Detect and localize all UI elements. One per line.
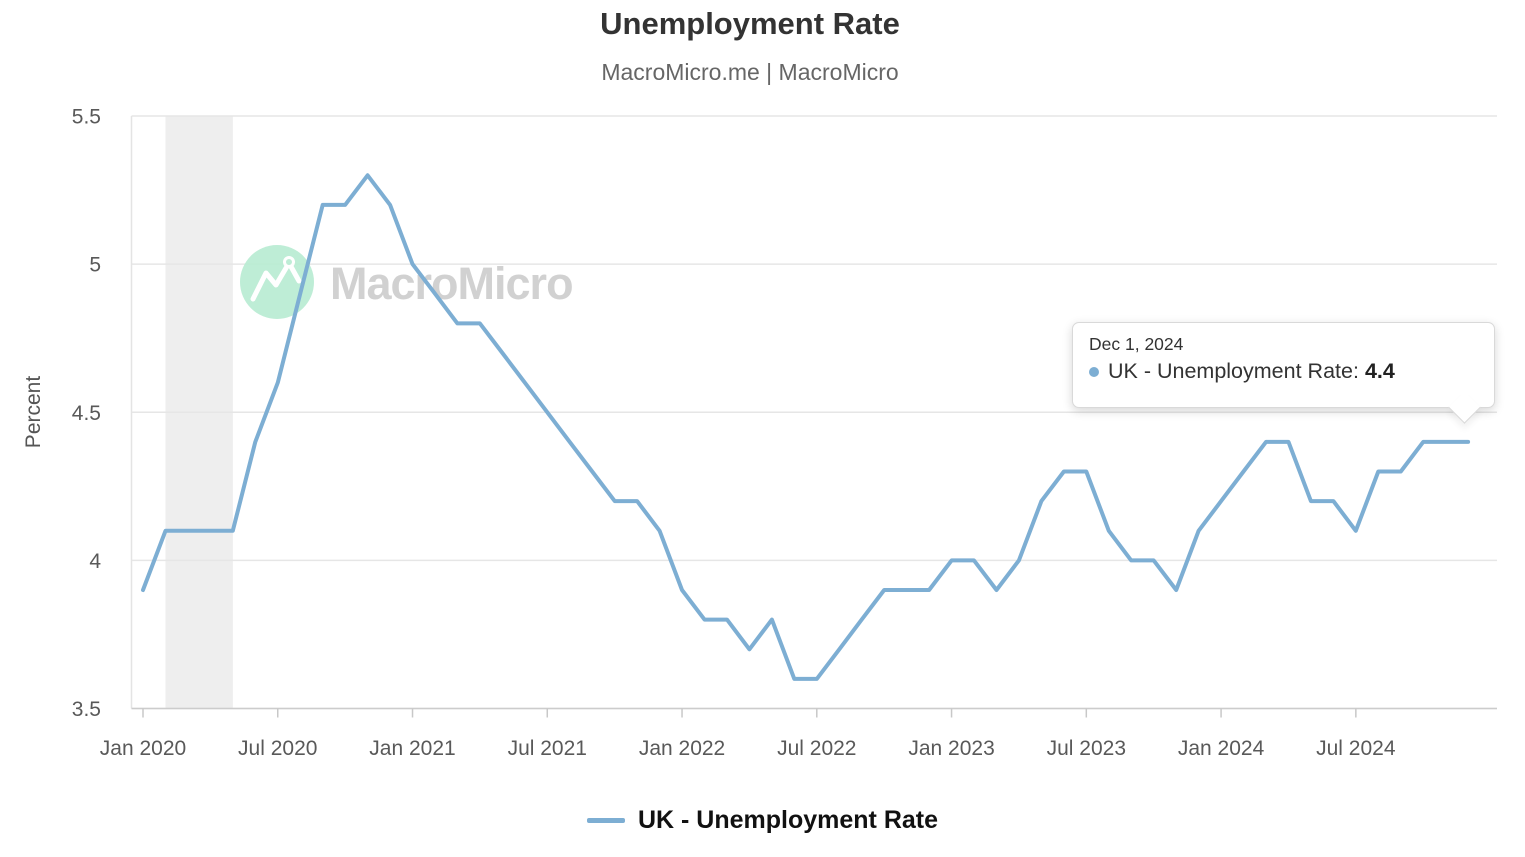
- series-line-uk-unemployment: [141, 173, 1471, 681]
- tooltip-series-row: UK - Unemployment Rate: 4.4: [1089, 359, 1478, 384]
- tooltip-series-label: UK - Unemployment Rate:: [1108, 359, 1359, 383]
- x-axis-tick-label: Jan 2021: [369, 737, 455, 760]
- macromicro-watermark: MacroMicro: [240, 245, 574, 319]
- y-axis-tick-label: 5.5: [72, 106, 101, 129]
- chart-series-layer: [141, 173, 1471, 681]
- watermark-logo-dot-icon: [283, 256, 295, 268]
- y-axis-tick-label: 3.5: [72, 698, 101, 721]
- y-axis-tick-label: 4: [89, 550, 101, 573]
- tooltip-date: Dec 1, 2024: [1089, 334, 1184, 354]
- x-axis-tick-label: Jul 2023: [1047, 737, 1126, 760]
- legend-series-label[interactable]: UK - Unemployment Rate: [637, 806, 939, 834]
- x-axis-tick-label: Jan 2023: [908, 737, 994, 760]
- x-axis-tick-label: Jul 2021: [508, 737, 587, 760]
- watermark-text: MacroMicro: [330, 258, 573, 309]
- x-axis-tick-label: Jul 2022: [777, 737, 856, 760]
- y-axis-tick-label: 4.5: [72, 402, 101, 425]
- x-axis-tick-label: Jan 2022: [639, 737, 725, 760]
- y-axis-tick-label: 5: [89, 254, 101, 277]
- y-axis-title: Percent: [22, 376, 45, 449]
- x-axis-tick-label: Jul 2020: [238, 737, 317, 760]
- chart-base-layer: 5.5 5 4.5 4 3.5 Jan 2020 Jul 2020 Jan 2021 Jul 2…: [22, 106, 1497, 760]
- tooltip: Dec 1, 2024 UK - Unemployment Rate: 4.4: [1072, 322, 1495, 424]
- legend: UK - Unemployment Rate: [0, 806, 1525, 835]
- series-marker-dot-icon: [1089, 366, 1099, 377]
- legend-line-marker-icon: [586, 818, 625, 823]
- chart-canvas[interactable]: 5.5 5 4.5 4 3.5 Jan 2020 Jul 2020 Jan 2021 Jul 2…: [0, 0, 1525, 785]
- page-subtitle: MacroMicro.me | MacroMicro: [601, 59, 899, 85]
- page-title: Unemployment Rate: [600, 6, 900, 41]
- x-axis-tick-label: Jan 2024: [1178, 737, 1265, 760]
- x-axis-tick-label: Jul 2024: [1316, 737, 1396, 760]
- tooltip-value: 4.4: [1364, 359, 1395, 383]
- watermark-logo-zigzag-icon: [250, 260, 302, 302]
- x-axis-tick-label: Jan 2020: [100, 737, 186, 760]
